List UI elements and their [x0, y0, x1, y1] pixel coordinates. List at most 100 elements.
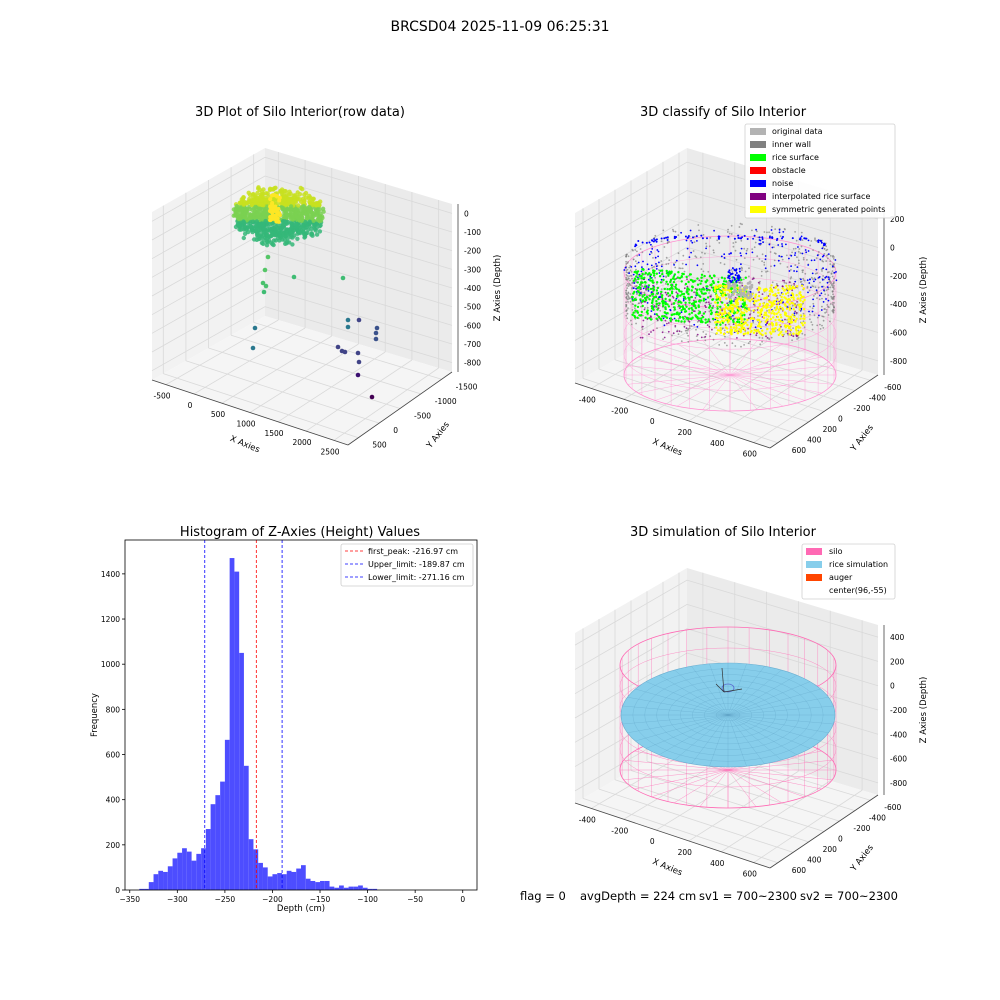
rice-surface-point — [698, 310, 702, 314]
interpolated-point — [693, 310, 696, 312]
inner-wall-point — [761, 253, 764, 256]
symmetric-point — [803, 314, 806, 318]
rice-mesh — [727, 714, 811, 749]
inner-wall-point — [814, 239, 816, 241]
axes: −350 −300 −250 −200 −150 −100 −50 0020040060080… — [90, 539, 478, 914]
inner-wall-point — [699, 256, 702, 259]
legend-swatch — [750, 206, 766, 213]
inner-wall-point — [817, 286, 820, 289]
rice-mesh — [727, 714, 782, 761]
noise-point — [768, 243, 771, 246]
noise-point — [809, 286, 812, 289]
noise-point — [834, 259, 837, 261]
data-point — [270, 242, 275, 247]
inner-wall-point — [654, 276, 656, 279]
data-point — [294, 207, 300, 212]
inner-wall-point — [822, 319, 825, 322]
symmetric-point — [722, 308, 725, 311]
interpolated-point — [747, 327, 749, 330]
rice-surface-point — [730, 287, 734, 290]
noise-point — [735, 269, 738, 272]
x-tick-label: 400 — [710, 439, 725, 448]
inner-wall-point — [798, 262, 800, 265]
inner-wall-point — [663, 246, 666, 248]
noise-point — [770, 229, 773, 231]
data-point — [373, 336, 379, 342]
data-point — [258, 197, 264, 203]
symmetric-point — [727, 311, 730, 315]
inner-wall-point — [832, 305, 835, 308]
legend-label: rice surface — [772, 153, 819, 162]
rice-surface-point — [631, 295, 634, 299]
symmetric-point — [746, 332, 750, 335]
noise-point — [695, 235, 698, 238]
z-tick-label: 200 — [890, 657, 905, 666]
rice-surface-point — [640, 274, 643, 278]
symmetric-point — [753, 328, 756, 332]
noise-point — [684, 235, 687, 238]
interpolated-point — [782, 279, 784, 282]
grid-line — [574, 275, 879, 341]
interpolated-point — [671, 295, 674, 298]
symmetric-point — [802, 317, 805, 320]
noise-point — [730, 281, 733, 283]
rice-surface-point — [651, 306, 655, 310]
symmetric-point — [799, 329, 803, 333]
histogram-bar — [205, 829, 211, 890]
inner-wall-point — [629, 293, 632, 295]
original-point — [748, 281, 751, 285]
rice-surface-point — [709, 309, 713, 312]
inner-wall-point — [801, 332, 804, 335]
noise-point — [740, 247, 743, 250]
symmetric-point — [800, 322, 804, 325]
noise-point — [822, 301, 825, 303]
histogram-bar — [296, 868, 301, 890]
interpolated-point — [678, 330, 681, 333]
data-point — [260, 233, 266, 238]
noise-point — [666, 236, 669, 239]
noise-point — [812, 298, 814, 301]
noise-point — [673, 317, 676, 320]
noise-point — [665, 236, 668, 239]
symmetric-point — [781, 292, 784, 296]
symmetric-point — [779, 319, 782, 323]
symmetric-point — [757, 306, 760, 310]
rice-surface-point — [652, 272, 656, 275]
data-point — [245, 229, 251, 235]
inner-wall-point — [626, 287, 629, 289]
inner-wall-point — [758, 336, 761, 339]
noise-point — [655, 240, 658, 243]
original-point — [732, 290, 735, 294]
inner-wall-point — [656, 327, 658, 330]
symmetric-point — [758, 287, 762, 290]
inner-wall-point — [800, 245, 803, 248]
rice-surface-point — [699, 295, 702, 298]
inner-wall-point — [627, 307, 629, 309]
inner-wall-point — [832, 310, 834, 313]
y-tick-label: 0 — [838, 835, 843, 844]
data-point — [291, 274, 297, 280]
data-point — [252, 212, 257, 217]
symmetric-point — [776, 315, 779, 319]
inner-wall-point — [768, 231, 770, 234]
noise-point — [826, 286, 829, 288]
inner-wall-point — [806, 259, 808, 261]
inner-wall-point — [641, 285, 644, 288]
inner-wall-point — [821, 324, 823, 327]
rice-surface-point — [743, 318, 746, 321]
inner-wall-point — [750, 310, 752, 312]
silo-spoke — [638, 374, 731, 394]
symmetric-point — [741, 323, 744, 326]
rice-surface-point — [660, 269, 664, 272]
histogram-bar — [339, 885, 344, 890]
interpolated-point — [792, 335, 795, 338]
symmetric-point — [803, 321, 806, 325]
noise-point — [739, 252, 742, 255]
rice-surface-point — [652, 286, 655, 289]
symmetric-point — [753, 299, 756, 302]
symmetric-point — [777, 329, 781, 332]
grid-line — [646, 340, 840, 402]
original-point — [727, 284, 731, 288]
interpolated-point — [704, 335, 707, 338]
data-point — [251, 219, 256, 224]
